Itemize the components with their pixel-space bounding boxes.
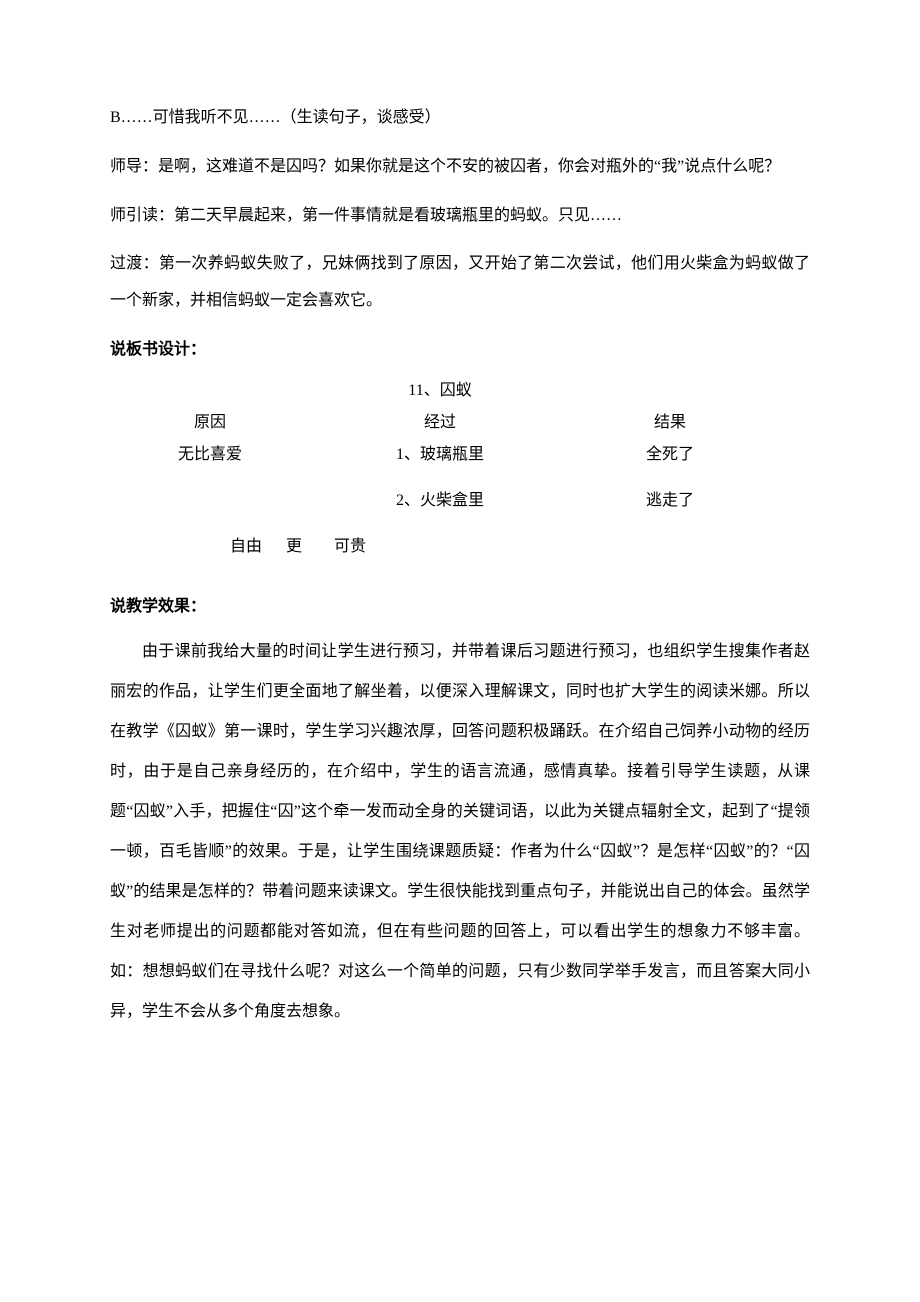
section-board-title: 说板书设计： [110, 332, 810, 369]
board-cell-matchbox: 2、火柴盒里 [310, 485, 570, 517]
paragraph-transition: 过渡：第一次养蚂蚁失败了，兄妹俩找到了原因，又开始了第二次尝试，他们用火柴盒为蚂… [110, 246, 810, 320]
board-header-reason: 原因 [110, 407, 310, 439]
board-title: 11、囚蚁 [310, 375, 570, 407]
board-cell-died: 全死了 [570, 439, 770, 471]
board-design: 11、囚蚁 原因 经过 结果 无比喜爱 1、玻璃瓶里 全死了 2、火柴盒里 逃走… [110, 375, 810, 563]
board-cell-love: 无比喜爱 [110, 439, 310, 471]
board-cell-bottle: 1、玻璃瓶里 [310, 439, 570, 471]
board-cell-escaped: 逃走了 [570, 485, 770, 517]
paragraph-teacher-guide: 师导：是啊，这难道不是囚吗？如果你就是这个不安的被囚者，你会对瓶外的“我”说点什… [110, 149, 810, 186]
paragraph-teaching-effect: 由于课前我给大量的时间让学生进行预习，并带着课后习题进行预习，也组织学生搜集作者… [110, 632, 810, 1032]
board-header-process: 经过 [310, 407, 570, 439]
board-cell-empty [110, 485, 310, 517]
paragraph-teacher-read: 师引读：第二天早晨起来，第一件事情就是看玻璃瓶里的蚂蚁。只见…… [110, 198, 810, 235]
paragraph-b: B……可惜我听不见……（生读句子，谈感受） [110, 100, 810, 137]
board-header-result: 结果 [570, 407, 770, 439]
document-page: B……可惜我听不见……（生读句子，谈感受） 师导：是啊，这难道不是囚吗？如果你就… [0, 0, 920, 1112]
board-cell [110, 375, 310, 407]
section-effect-title: 说教学效果： [110, 589, 810, 626]
board-footer-freedom: 自由 更 可贵 [110, 531, 770, 563]
board-cell [570, 375, 770, 407]
